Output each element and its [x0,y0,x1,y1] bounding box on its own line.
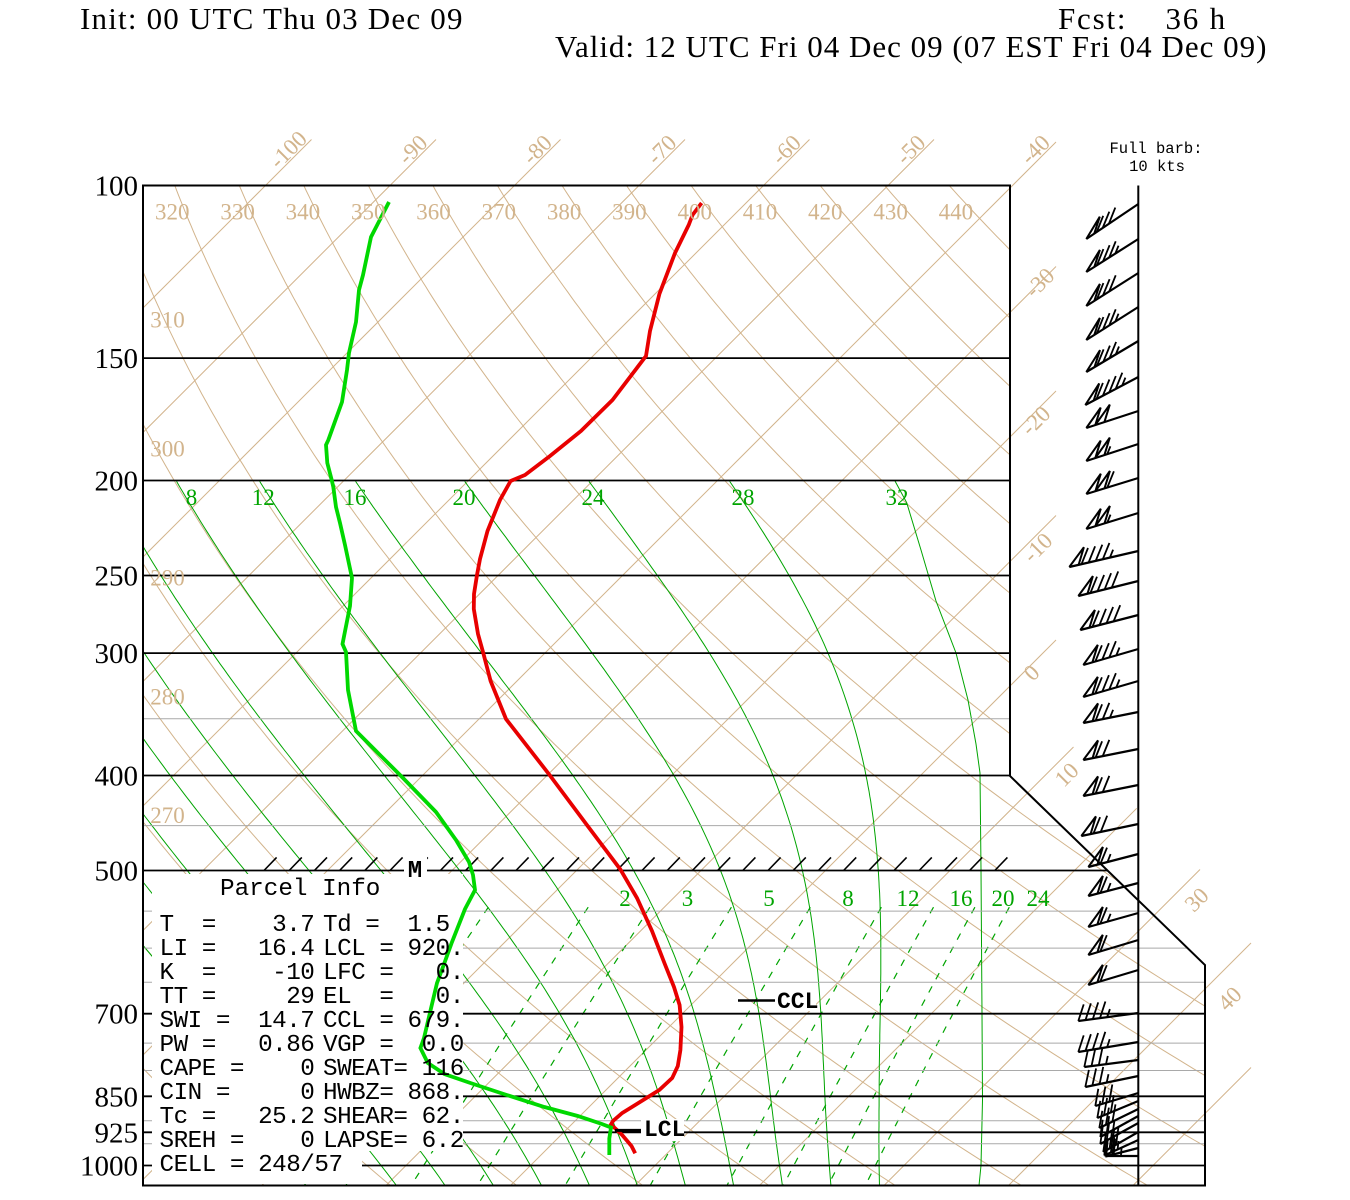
svg-text:M: M [408,858,422,885]
svg-text:TT = 29: TT = 29 [160,984,315,1011]
svg-text:PW = 0.86: PW = 0.86 [160,1032,315,1059]
svg-text:16: 16 [344,485,367,510]
svg-text:24: 24 [1027,886,1051,911]
svg-text:5: 5 [763,886,775,911]
svg-text:300: 300 [95,638,139,670]
svg-text:T = 3.7: T = 3.7 [160,912,315,939]
svg-text:390: 390 [612,199,647,224]
svg-text:270: 270 [150,803,185,828]
svg-text:CCL = 679.: CCL = 679. [323,1008,464,1035]
svg-text:8: 8 [186,485,198,510]
svg-text:500: 500 [95,855,139,887]
svg-text:12: 12 [897,886,920,911]
svg-text:370: 370 [482,199,517,224]
svg-text:300: 300 [150,437,185,462]
svg-text:200: 200 [95,466,139,498]
svg-text:Valid: 12 UTC Fri 04 Dec 09 (0: Valid: 12 UTC Fri 04 Dec 09 (07 EST Fri … [555,29,1267,64]
svg-text:850: 850 [95,1081,139,1113]
svg-text:Init: 00 UTC Thu 03 Dec 09: Init: 00 UTC Thu 03 Dec 09 [80,1,464,36]
svg-text:100: 100 [95,171,139,203]
svg-text:925: 925 [95,1117,139,1149]
svg-text:SWI = 14.7: SWI = 14.7 [160,1008,315,1035]
svg-text:Td = 1.5: Td = 1.5 [323,912,450,939]
svg-text:360: 360 [416,199,451,224]
svg-text:LAPSE= 6.2: LAPSE= 6.2 [323,1128,464,1155]
svg-text:330: 330 [220,199,255,224]
svg-text:Parcel Info: Parcel Info [220,876,380,903]
svg-text:HWBZ= 868.: HWBZ= 868. [323,1080,464,1107]
svg-text:10 kts: 10 kts [1129,158,1185,176]
svg-text:430: 430 [873,199,908,224]
svg-text:2: 2 [619,886,631,911]
svg-text:310: 310 [150,308,185,333]
svg-text:420: 420 [808,199,843,224]
svg-text:CCL: CCL [777,989,818,1015]
svg-text:28: 28 [732,485,755,510]
svg-text:400: 400 [677,199,712,224]
svg-text:LCL: LCL [644,1117,685,1143]
svg-text:290: 290 [150,566,185,591]
svg-text:32: 32 [886,485,909,510]
svg-text:440: 440 [939,199,974,224]
svg-text:Full barb:: Full barb: [1109,140,1202,158]
svg-text:280: 280 [150,685,185,710]
svg-text:150: 150 [95,343,139,375]
svg-text:CELL = 248/57: CELL = 248/57 [160,1152,343,1179]
svg-text:LFC = 0.: LFC = 0. [323,960,464,987]
svg-text:LI = 16.4: LI = 16.4 [160,936,315,963]
svg-text:16: 16 [950,886,973,911]
svg-text:380: 380 [547,199,582,224]
svg-text:SWEAT= 116: SWEAT= 116 [323,1056,464,1083]
svg-text:8: 8 [842,886,854,911]
svg-text:410: 410 [743,199,778,224]
svg-text:3: 3 [682,886,694,911]
svg-text:1000: 1000 [80,1151,138,1183]
svg-text:SREH = 0: SREH = 0 [160,1128,315,1155]
svg-text:LCL = 920.: LCL = 920. [323,936,464,963]
svg-text:20: 20 [453,485,476,510]
svg-text:EL = 0.: EL = 0. [323,984,464,1011]
svg-text:340: 340 [286,199,321,224]
svg-text:20: 20 [992,886,1015,911]
svg-text:K = -10: K = -10 [160,960,315,987]
svg-text:Fcst: 36 h: Fcst: 36 h [1058,1,1227,36]
svg-text:VGP = 0.0: VGP = 0.0 [323,1032,464,1059]
svg-text:12: 12 [252,485,275,510]
svg-text:Tc = 25.2: Tc = 25.2 [160,1104,315,1131]
svg-text:320: 320 [155,199,190,224]
svg-text:SHEAR= 62.: SHEAR= 62. [323,1104,464,1131]
svg-text:400: 400 [95,761,139,793]
svg-text:700: 700 [95,999,139,1031]
svg-text:CAPE = 0: CAPE = 0 [160,1056,315,1083]
svg-text:24: 24 [582,485,606,510]
svg-text:250: 250 [95,560,139,592]
svg-text:CIN = 0: CIN = 0 [160,1080,315,1107]
svg-text:350: 350 [351,199,386,224]
